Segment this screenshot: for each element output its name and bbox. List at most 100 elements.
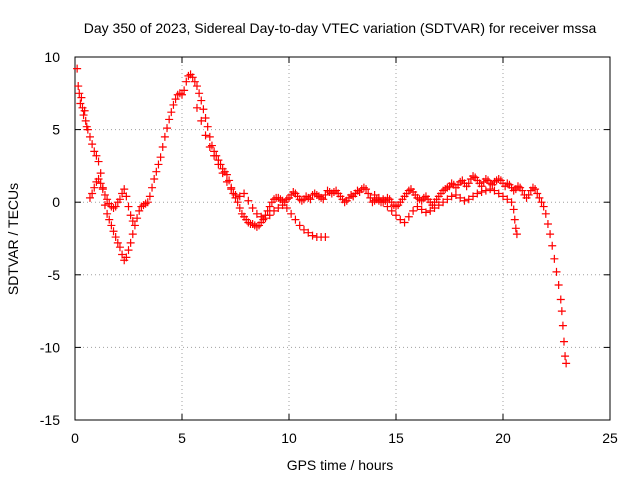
data-point: [96, 179, 105, 188]
data-point: [180, 86, 189, 95]
data-point: [76, 99, 85, 108]
data-point: [199, 105, 208, 114]
data-point: [533, 189, 542, 198]
data-point: [227, 185, 236, 194]
data-point: [387, 206, 396, 215]
data-point: [231, 190, 240, 199]
data-point: [90, 147, 99, 156]
data-point: [507, 198, 516, 207]
data-point: [304, 228, 313, 237]
data-point: [499, 192, 507, 201]
data-point: [451, 190, 460, 199]
grid: [75, 57, 610, 420]
data-point: [107, 221, 116, 230]
data-point: [535, 193, 544, 202]
data-point: [265, 202, 274, 211]
data-point: [252, 209, 261, 218]
data-point: [85, 132, 94, 141]
data-point: [539, 202, 548, 211]
data-point: [481, 186, 490, 195]
data-point: [541, 209, 550, 218]
data-point: [115, 195, 124, 204]
data-point: [81, 116, 90, 125]
data-point: [105, 215, 114, 224]
data-point: [319, 195, 328, 204]
data-point: [167, 108, 176, 117]
data-point: [559, 337, 568, 346]
data-point: [77, 93, 86, 102]
x-tick-label: 5: [178, 430, 186, 446]
data-point: [150, 174, 159, 183]
data-point: [235, 204, 244, 213]
data-point: [557, 307, 566, 316]
data-point: [158, 143, 167, 152]
data-point: [85, 193, 94, 202]
data-point: [126, 211, 135, 220]
data-point: [111, 202, 120, 211]
y-tick-label: -10: [40, 339, 60, 355]
data-point: [75, 89, 84, 98]
data-points: [73, 64, 571, 368]
data-point: [111, 233, 120, 242]
data-point: [512, 230, 521, 239]
data-point: [118, 250, 127, 259]
data-point: [210, 151, 219, 160]
data-point: [188, 73, 197, 82]
data-point: [135, 206, 144, 215]
data-point: [306, 195, 315, 204]
data-point: [464, 195, 473, 204]
x-tick-label: 15: [388, 430, 404, 446]
data-point: [145, 192, 154, 201]
data-point: [552, 267, 561, 276]
data-point: [274, 204, 283, 213]
data-point: [404, 212, 413, 221]
data-point: [562, 359, 571, 368]
data-point: [201, 131, 210, 140]
data-point: [100, 190, 109, 199]
data-point: [364, 189, 373, 198]
data-point: [443, 195, 452, 204]
data-point: [287, 209, 296, 218]
data-point: [100, 201, 109, 210]
data-point: [88, 189, 97, 198]
data-point: [366, 193, 375, 202]
data-point: [178, 90, 186, 99]
data-point: [392, 211, 400, 220]
data-point: [160, 132, 169, 141]
data-point: [244, 196, 253, 205]
data-point: [130, 221, 139, 230]
data-point: [546, 230, 555, 239]
y-tick-label: 0: [52, 194, 60, 210]
data-point: [295, 221, 304, 230]
data-point: [561, 352, 570, 361]
data-point: [282, 204, 291, 213]
data-point: [531, 185, 540, 194]
data-point: [83, 125, 92, 134]
data-point: [261, 214, 270, 223]
data-point: [362, 185, 371, 194]
data-point: [537, 198, 546, 207]
data-point: [265, 211, 274, 220]
data-point: [248, 204, 257, 213]
data-point: [192, 82, 201, 91]
axes: [74, 56, 611, 421]
data-point: [486, 185, 495, 194]
data-point: [439, 198, 448, 207]
data-point: [88, 140, 97, 149]
data-point: [257, 212, 266, 221]
data-point: [128, 217, 137, 226]
y-tick-label: -15: [40, 412, 60, 428]
data-point: [154, 160, 163, 169]
data-point: [413, 202, 422, 211]
data-point: [197, 116, 206, 125]
data-point: [518, 186, 527, 195]
data-point: [524, 190, 533, 199]
x-axis-label: GPS time / hours: [287, 457, 394, 473]
data-point: [152, 167, 161, 176]
data-point: [396, 215, 405, 224]
data-point: [92, 151, 101, 160]
data-point: [374, 193, 383, 202]
data-point: [124, 202, 133, 211]
data-point: [74, 82, 83, 91]
data-point: [379, 198, 388, 207]
